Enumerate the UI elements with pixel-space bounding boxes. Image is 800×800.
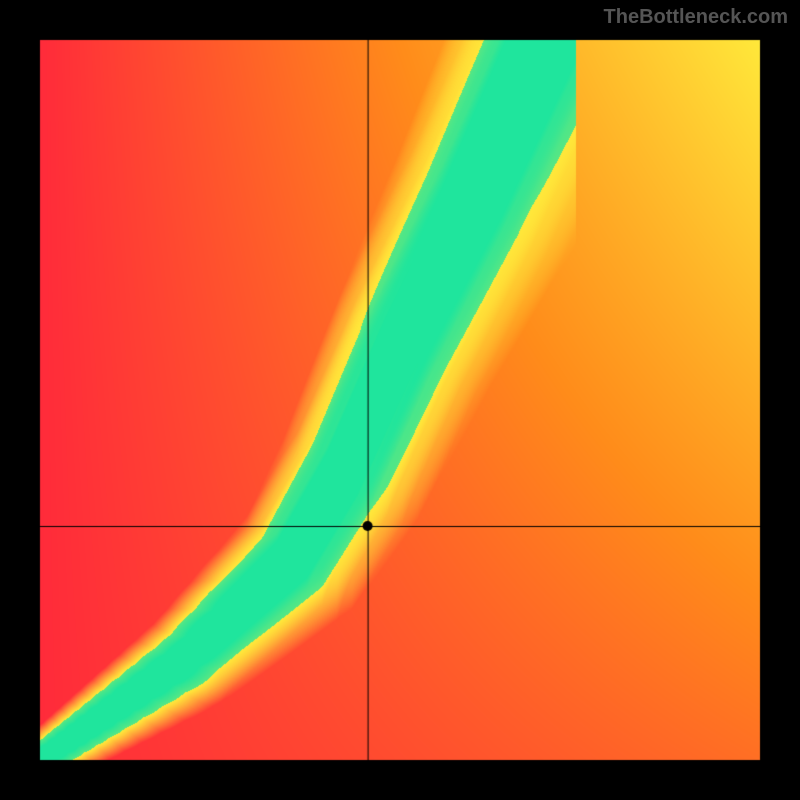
bottleneck-heatmap-canvas xyxy=(0,0,800,800)
chart-container: TheBottleneck.com xyxy=(0,0,800,800)
watermark-text: TheBottleneck.com xyxy=(604,6,788,29)
